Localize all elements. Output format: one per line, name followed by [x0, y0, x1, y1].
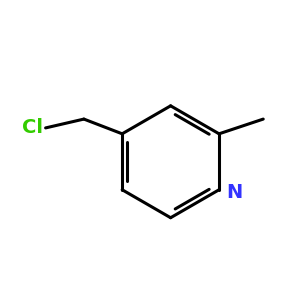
Text: Cl: Cl	[22, 118, 43, 137]
Text: N: N	[226, 183, 243, 202]
